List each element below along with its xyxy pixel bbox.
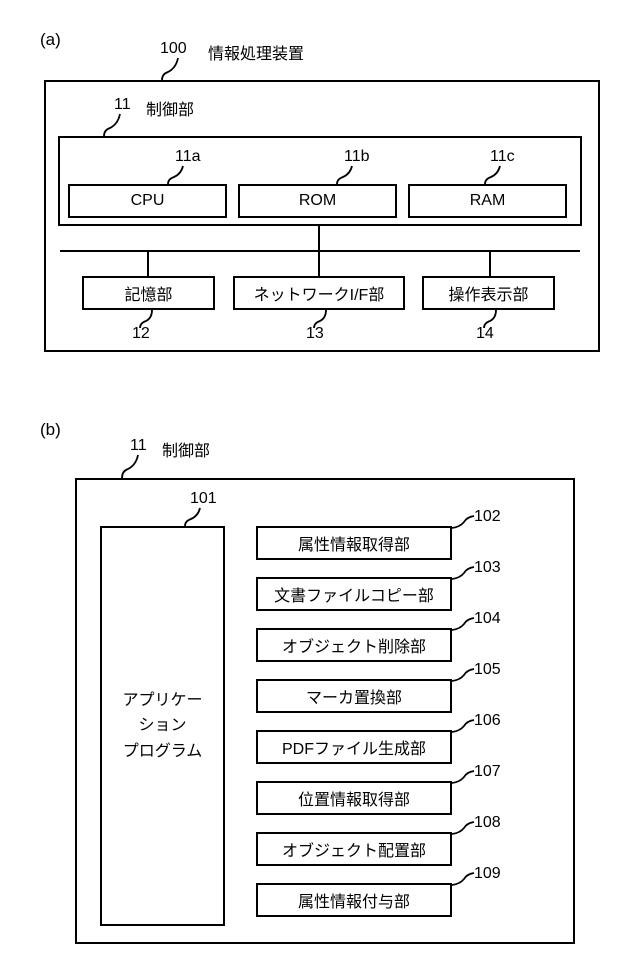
module-box: 文書ファイルコピー部 bbox=[256, 577, 452, 611]
module-ref: 105 bbox=[474, 661, 501, 679]
module-ref: 108 bbox=[474, 814, 501, 832]
module-box: オブジェクト削除部 bbox=[256, 628, 452, 662]
opdisp-box: 操作表示部 bbox=[422, 276, 555, 310]
module-box: マーカ置換部 bbox=[256, 679, 452, 713]
opdisp-ref: 14 bbox=[476, 325, 494, 343]
opdisp-label: 操作表示部 bbox=[424, 281, 553, 305]
ram-box: RAM bbox=[408, 184, 567, 218]
netif-box: ネットワークI/F部 bbox=[233, 276, 405, 310]
app-ref: 101 bbox=[190, 490, 217, 508]
cpu-label: CPU bbox=[70, 192, 225, 210]
module-ref: 107 bbox=[474, 763, 501, 781]
app-box: アプリケーションプログラム アプリケーションプログラム bbox=[100, 526, 225, 926]
controller-b-name: 制御部 bbox=[162, 437, 210, 461]
module-ref: 109 bbox=[474, 865, 501, 883]
section-b-label: (b) bbox=[40, 420, 61, 440]
storage-label: 記憶部 bbox=[84, 281, 213, 305]
cpu-ref: 11a bbox=[175, 148, 201, 166]
module-lead bbox=[0, 0, 300, 150]
module-box: PDFファイル生成部 bbox=[256, 730, 452, 764]
netif-label: ネットワークI/F部 bbox=[235, 281, 403, 305]
module-label: 位置情報取得部 bbox=[258, 786, 450, 810]
storage-ref: 12 bbox=[132, 325, 150, 343]
module-ref: 104 bbox=[474, 610, 501, 628]
rom-label: ROM bbox=[240, 192, 395, 210]
module-ref: 106 bbox=[474, 712, 501, 730]
module-box: 属性情報付与部 bbox=[256, 883, 452, 917]
module-label: オブジェクト配置部 bbox=[258, 837, 450, 861]
bus-v-netif bbox=[318, 250, 320, 276]
cpu-box: CPU bbox=[68, 184, 227, 218]
module-box: オブジェクト配置部 bbox=[256, 832, 452, 866]
bus-v-opdisp bbox=[489, 250, 491, 276]
app-label: アプリケーションプログラム アプリケーションプログラム bbox=[122, 688, 202, 765]
rom-box: ROM bbox=[238, 184, 397, 218]
bus-vert-top bbox=[318, 226, 320, 250]
module-ref: 103 bbox=[474, 559, 501, 577]
module-label: 文書ファイルコピー部 bbox=[258, 582, 450, 606]
module-box: 位置情報取得部 bbox=[256, 781, 452, 815]
bus-horiz bbox=[60, 250, 580, 252]
rom-ref: 11b bbox=[344, 148, 370, 166]
module-label: マーカ置換部 bbox=[258, 684, 450, 708]
module-ref: 102 bbox=[474, 508, 501, 526]
module-label: PDFファイル生成部 bbox=[258, 735, 450, 759]
ram-ref: 11c bbox=[490, 148, 515, 166]
module-label: オブジェクト削除部 bbox=[258, 633, 450, 657]
module-label: 属性情報取得部 bbox=[258, 531, 450, 555]
module-box: 属性情報取得部 bbox=[256, 526, 452, 560]
netif-ref: 13 bbox=[306, 325, 324, 343]
module-label: 属性情報付与部 bbox=[258, 888, 450, 912]
bus-v-storage bbox=[147, 250, 149, 276]
ram-label: RAM bbox=[410, 192, 565, 210]
storage-box: 記憶部 bbox=[82, 276, 215, 310]
controller-b-ref: 11 bbox=[130, 437, 147, 455]
